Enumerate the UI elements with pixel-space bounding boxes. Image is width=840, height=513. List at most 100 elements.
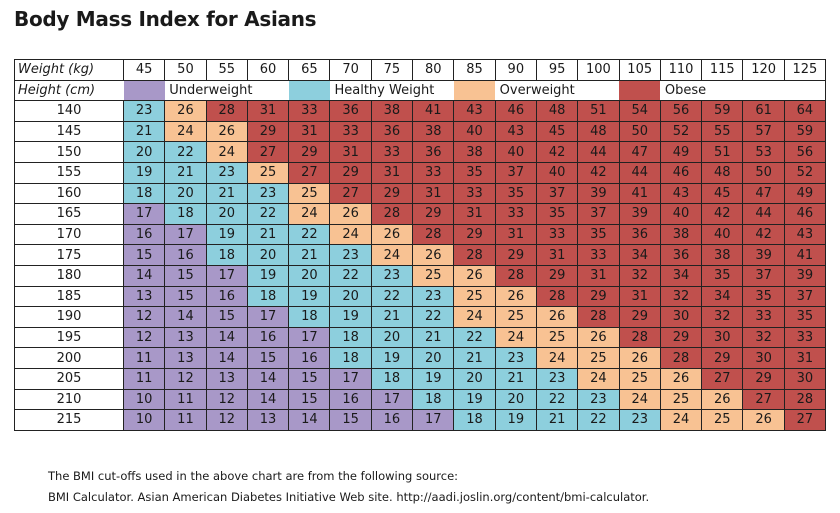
bmi-cell: 35: [783, 306, 827, 328]
bmi-cell: 33: [288, 100, 331, 122]
bmi-cell: 22: [329, 264, 372, 287]
bmi-cell: 18: [412, 388, 455, 411]
bmi-cell: 11: [122, 347, 166, 369]
bmi-cell: 16: [246, 326, 290, 349]
bmi-cell: 26: [370, 223, 414, 246]
bmi-cell: 14: [122, 264, 166, 287]
bmi-cell: 21: [246, 223, 290, 246]
bmi-cell: 17: [164, 223, 207, 246]
bmi-cell: 32: [659, 285, 703, 308]
bmi-cell: 33: [742, 306, 785, 328]
bmi-cell: 18: [205, 244, 248, 266]
bmi-cell: 31: [783, 347, 827, 369]
height-cell: 200: [14, 347, 124, 369]
bmi-cell: 23: [577, 388, 620, 411]
weight-header-cell: 75: [370, 59, 414, 81]
bmi-cell: 21: [122, 120, 166, 143]
bmi-cell: 59: [783, 120, 827, 143]
height-label: Height (cm): [14, 79, 124, 102]
bmi-cell: 23: [535, 367, 579, 390]
bmi-cell: 31: [577, 264, 620, 287]
bmi-cell: 27: [701, 367, 744, 390]
bmi-cell: 19: [246, 264, 290, 287]
bmi-cell: 20: [370, 326, 414, 349]
bmi-cell: 24: [577, 367, 620, 390]
bmi-cell: 47: [742, 182, 785, 205]
bmi-cell: 48: [535, 100, 579, 122]
bmi-cell: 12: [164, 367, 207, 390]
bmi-cell: 20: [453, 367, 496, 390]
bmi-cell: 23: [370, 264, 414, 287]
bmi-cell: 20: [122, 141, 166, 163]
weight-header-cell: 45: [122, 59, 166, 81]
table-row: 175 15 16 18 20 21 23 24 26 28 29 31 33 34 36 38 39 41: [14, 244, 827, 266]
bmi-cell: 14: [246, 388, 290, 411]
bmi-cell: 20: [205, 203, 248, 225]
bmi-cell: 32: [701, 306, 744, 328]
bmi-cell: 18: [164, 203, 207, 225]
bmi-cell: 28: [494, 264, 537, 287]
bmi-cell: 17: [329, 367, 372, 390]
bmi-cell: 28: [618, 326, 661, 349]
bmi-cell: 36: [659, 244, 703, 266]
weight-header-cell: 65: [288, 59, 331, 81]
bmi-cell: 24: [205, 141, 248, 163]
bmi-cell: 22: [412, 306, 455, 328]
height-cell: 180: [14, 264, 124, 287]
bmi-cell: 35: [494, 182, 537, 205]
bmi-cell: 30: [701, 326, 744, 349]
bmi-table: Weight (kg) 45 50 55 60 65 70 75 80 85 90 95 100 105 1…: [14, 59, 827, 431]
weight-header-cell: 110: [659, 59, 703, 81]
table-row: 200 11 13 14 15 16 18 19 20 21 23 24 25 26 28 29 30 31: [14, 347, 827, 369]
bmi-cell: 29: [742, 367, 785, 390]
bmi-cell: 39: [742, 244, 785, 266]
bmi-cell: 26: [535, 306, 579, 328]
bmi-cell: 37: [577, 203, 620, 225]
bmi-cell: 27: [288, 161, 331, 184]
bmi-cell: 26: [577, 326, 620, 349]
bmi-cell: 20: [164, 182, 207, 205]
bmi-cell: 33: [412, 161, 455, 184]
bmi-cell: 48: [577, 120, 620, 143]
bmi-cell: 43: [659, 182, 703, 205]
weight-header-cell: 115: [701, 59, 744, 81]
bmi-cell: 30: [742, 347, 785, 369]
page-title: Body Mass Index for Asians: [14, 7, 317, 31]
bmi-cell: 13: [164, 326, 207, 349]
bmi-cell: 38: [412, 120, 455, 143]
bmi-cell: 42: [577, 161, 620, 184]
bmi-cell: 29: [659, 326, 703, 349]
bmi-cell: 35: [535, 203, 579, 225]
bmi-cell: 38: [659, 223, 703, 246]
bmi-cell: 38: [701, 244, 744, 266]
bmi-cell: 46: [494, 100, 537, 122]
table-row: 190 12 14 15 17 18 19 21 22 24 25 26 28 29 30 32 33 35: [14, 306, 827, 328]
bmi-cell: 36: [618, 223, 661, 246]
bmi-cell: 24: [164, 120, 207, 143]
bmi-cell: 25: [453, 285, 496, 308]
bmi-cell: 55: [701, 120, 744, 143]
bmi-cell: 45: [701, 182, 744, 205]
bmi-cell: 24: [329, 223, 372, 246]
legend-swatch-overweight: [453, 79, 496, 102]
bmi-cell: 15: [246, 347, 290, 369]
source-note: The BMI cut-offs used in the above chart…: [48, 469, 459, 483]
height-cell: 215: [14, 409, 124, 431]
bmi-cell: 56: [659, 100, 703, 122]
height-cell: 145: [14, 120, 124, 143]
table-row: 165 17 18 20 22 24 26 28 29 31 33 35 37 39 40 42 44 46: [14, 203, 827, 225]
bmi-cell: 32: [618, 264, 661, 287]
bmi-cell: 18: [453, 409, 496, 431]
bmi-cell: 22: [246, 203, 290, 225]
bmi-cell: 31: [329, 141, 372, 163]
bmi-cell: 23: [329, 244, 372, 266]
bmi-cell: 27: [329, 182, 372, 205]
bmi-cell: 43: [453, 100, 496, 122]
bmi-cell: 36: [412, 141, 455, 163]
bmi-cell: 28: [535, 285, 579, 308]
bmi-cell: 20: [412, 347, 455, 369]
bmi-cell: 40: [535, 161, 579, 184]
bmi-cell: 26: [701, 388, 744, 411]
bmi-cell: 33: [535, 223, 579, 246]
bmi-cell: 30: [659, 306, 703, 328]
